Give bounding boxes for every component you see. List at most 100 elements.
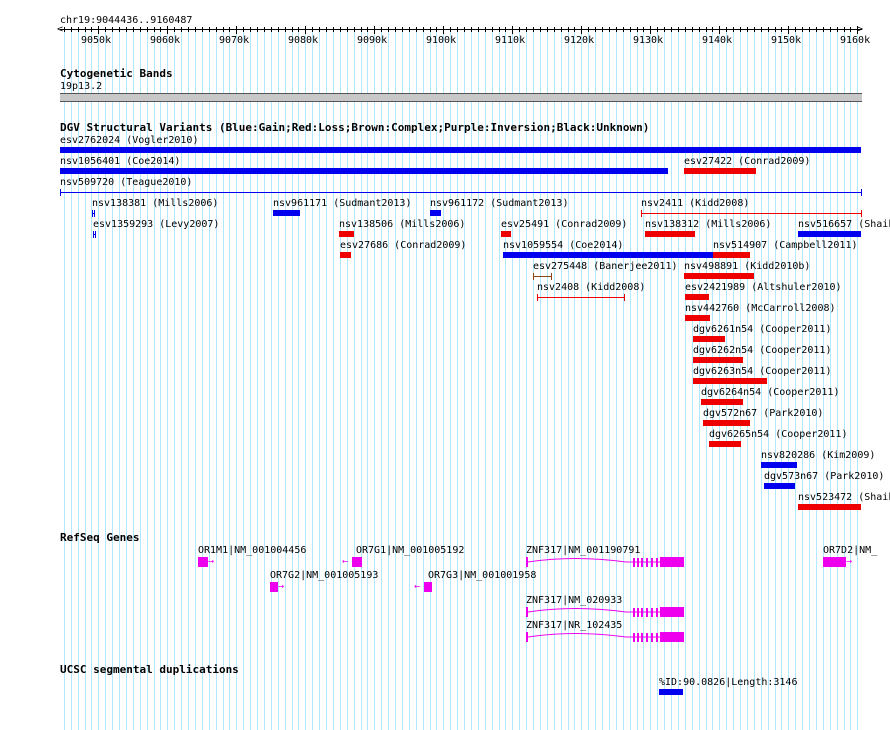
variant-bar[interactable]: [798, 231, 861, 237]
variant-bar[interactable]: [339, 231, 354, 237]
variant-bar[interactable]: [693, 378, 767, 384]
ruler-minor-tick: [78, 27, 79, 32]
variant-label[interactable]: dgv6262n54 (Cooper2011): [693, 345, 832, 356]
gene-exon[interactable]: [823, 557, 846, 567]
variant-label[interactable]: esv1359293 (Levy2007): [93, 219, 220, 230]
gene-model[interactable]: [526, 557, 686, 569]
variant-label[interactable]: dgv6264n54 (Cooper2011): [701, 387, 840, 398]
ruler-minor-tick: [133, 27, 134, 32]
gene-exon[interactable]: [352, 557, 362, 567]
variant-label[interactable]: nsv138312 (Mills2006): [645, 219, 772, 230]
segdup-bar[interactable]: [659, 689, 683, 695]
strand-left-arrow-icon: ←: [342, 556, 349, 567]
variant-bar[interactable]: [645, 231, 695, 237]
variant-bar[interactable]: [703, 420, 750, 426]
ruler-minor-tick: [298, 27, 299, 32]
ruler-axis-line: [60, 29, 862, 30]
ruler-minor-tick: [209, 27, 210, 32]
ruler-minor-tick: [533, 27, 534, 32]
gene-exon: [660, 632, 684, 642]
variant-label[interactable]: nsv961171 (Sudmant2013): [273, 198, 412, 209]
variant-label[interactable]: esv275448 (Banerjee2011): [533, 261, 678, 272]
variant-label[interactable]: nsv2408 (Kidd2008): [537, 282, 646, 293]
variant-bar[interactable]: [60, 147, 861, 153]
gene-model[interactable]: [526, 632, 686, 644]
variant-label[interactable]: nsv1056401 (Coe2014): [60, 156, 181, 167]
variant-bar[interactable]: [684, 273, 754, 279]
ruler-minor-tick: [195, 27, 196, 32]
variant-label[interactable]: nsv516657 (Shaikh2009): [798, 219, 890, 230]
ruler-minor-tick: [643, 27, 644, 32]
variant-label[interactable]: nsv138506 (Mills2006): [339, 219, 466, 230]
gene-label[interactable]: ZNF317|NM_020933: [526, 595, 623, 606]
variant-label[interactable]: esv2762024 (Vogler2010): [60, 135, 199, 146]
variant-bar[interactable]: [503, 252, 716, 258]
variant-label[interactable]: esv2421989 (Altshuler2010): [685, 282, 842, 293]
gene-exon[interactable]: [270, 582, 278, 592]
cytoband-bar[interactable]: [60, 93, 862, 102]
gene-model[interactable]: [526, 607, 686, 619]
variant-bar[interactable]: [693, 357, 743, 363]
variant-line[interactable]: [641, 210, 862, 217]
ruler-minor-tick: [637, 27, 638, 32]
variant-bar[interactable]: [713, 252, 750, 258]
gene-label[interactable]: ZNF317|NM_001190791: [526, 545, 641, 556]
variant-label[interactable]: dgv6263n54 (Cooper2011): [693, 366, 832, 377]
variant-line[interactable]: [93, 231, 96, 238]
strand-right-arrow-icon: →: [846, 556, 853, 567]
variant-line[interactable]: [92, 210, 95, 217]
ruler-major-tick: [512, 26, 513, 34]
gene-label[interactable]: OR7G1|NM_001005192: [356, 545, 465, 556]
variant-bar[interactable]: [60, 168, 668, 174]
variant-label[interactable]: nsv523472 (Shaikh2009): [798, 492, 890, 503]
variant-line[interactable]: [533, 273, 552, 280]
variant-label[interactable]: nsv961172 (Sudmant2013): [430, 198, 569, 209]
variant-label[interactable]: nsv1059554 (Coe2014): [503, 240, 624, 251]
variant-label[interactable]: nsv442760 (McCarroll2008): [685, 303, 836, 314]
variant-label[interactable]: esv25491 (Conrad2009): [501, 219, 628, 230]
ruler-minor-tick: [416, 27, 417, 32]
gene-label[interactable]: ZNF317|NR_102435: [526, 620, 623, 631]
variant-line-end-cap: [551, 273, 552, 280]
gene-label[interactable]: OR7G2|NM_001005193: [270, 570, 379, 581]
variant-bar[interactable]: [764, 483, 795, 489]
variant-bar[interactable]: [685, 315, 710, 321]
cytoband-track-title: Cytogenetic Bands: [60, 67, 173, 80]
variant-bar[interactable]: [693, 336, 725, 342]
ruler-tick-label: 9110k: [495, 35, 526, 46]
variant-bar[interactable]: [501, 231, 511, 237]
gene-label[interactable]: OR7G3|NM_001001958: [428, 570, 537, 581]
ruler-minor-tick: [264, 27, 265, 32]
variant-bar[interactable]: [340, 252, 351, 258]
variant-bar[interactable]: [701, 399, 743, 405]
variant-bar[interactable]: [684, 168, 756, 174]
variant-label[interactable]: dgv572n67 (Park2010): [703, 408, 824, 419]
gene-exon[interactable]: [198, 557, 208, 567]
variant-label[interactable]: nsv820286 (Kim2009): [761, 450, 876, 461]
variant-label[interactable]: nsv138381 (Mills2006): [92, 198, 219, 209]
variant-bar[interactable]: [761, 462, 797, 468]
gene-exon[interactable]: [424, 582, 432, 592]
ruler-minor-tick: [671, 27, 672, 32]
variant-bar[interactable]: [709, 441, 741, 447]
variant-bar[interactable]: [430, 210, 441, 216]
variant-label[interactable]: nsv498891 (Kidd2010b): [684, 261, 811, 272]
variant-label[interactable]: dgv573n67 (Park2010): [764, 471, 885, 482]
ruler-minor-tick: [706, 27, 707, 32]
variant-label[interactable]: esv27686 (Conrad2009): [340, 240, 467, 251]
variant-line[interactable]: [537, 294, 625, 301]
gene-label[interactable]: OR1M1|NM_001004456: [198, 545, 307, 556]
variant-bar[interactable]: [685, 294, 709, 300]
variant-label[interactable]: dgv6265n54 (Cooper2011): [709, 429, 848, 440]
gene-label[interactable]: OR7D2|NM_: [823, 545, 878, 556]
variant-label[interactable]: nsv514907 (Campbell2011): [713, 240, 858, 251]
variant-label[interactable]: nsv2411 (Kidd2008): [641, 198, 750, 209]
variant-bar[interactable]: [273, 210, 300, 216]
ruler-minor-tick: [112, 27, 113, 32]
variant-line[interactable]: [60, 189, 862, 196]
variant-label[interactable]: dgv6261n54 (Cooper2011): [693, 324, 832, 335]
variant-bar[interactable]: [798, 504, 861, 510]
ruler-minor-tick: [802, 27, 803, 32]
variant-label[interactable]: nsv509720 (Teague2010): [60, 177, 193, 188]
variant-label[interactable]: esv27422 (Conrad2009): [684, 156, 811, 167]
